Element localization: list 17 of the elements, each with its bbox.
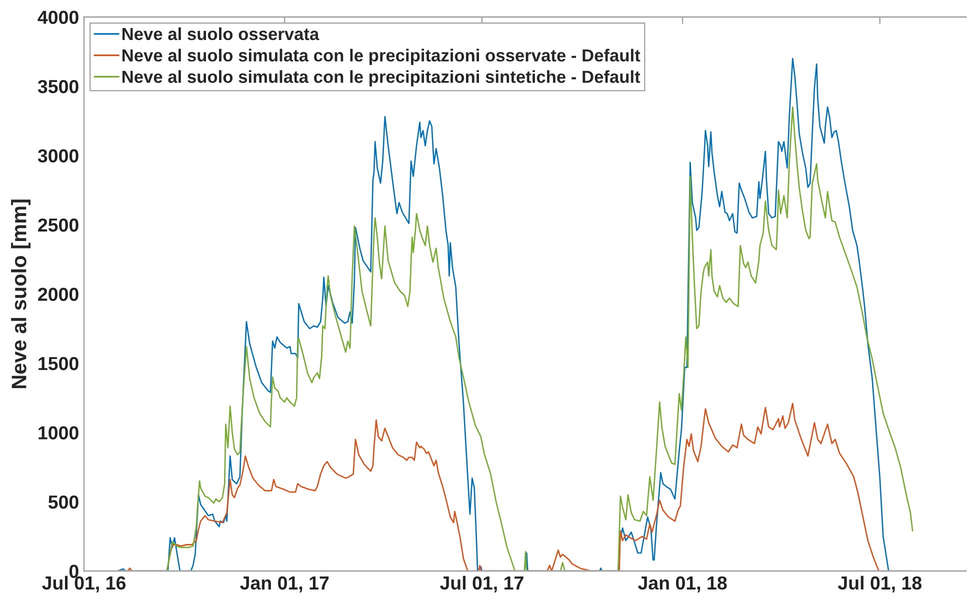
- y-tick-label: 2500: [38, 218, 78, 232]
- y-tick-label: 3500: [38, 80, 78, 94]
- x-tick-label: Jul 01, 18: [838, 576, 922, 592]
- y-tick-label: 0: [69, 564, 78, 578]
- y-tick-label: 2000: [38, 288, 78, 301]
- legend-label: Neve al suolo osservata: [122, 27, 320, 40]
- y-tick-label: 1000: [38, 426, 78, 440]
- x-tick-label: Jan 01, 17: [240, 576, 329, 592]
- y-tick-label: 4000: [38, 10, 78, 24]
- x-tick-label: Jul 01, 17: [440, 576, 524, 592]
- y-tick-label: 1500: [38, 356, 78, 370]
- legend-label: Neve al suolo simulata con le precipitazioni osservate - Default: [122, 48, 640, 65]
- y-axis-title: Neve al suolo [mm]: [11, 200, 30, 388]
- y-tick-label: 3000: [38, 149, 78, 163]
- legend-label: Neve al suolo simulata con le precipitazioni sintetiche - Default: [122, 70, 640, 86]
- x-tick-label: Jan 01, 18: [638, 576, 727, 592]
- y-tick-label: 500: [48, 495, 78, 509]
